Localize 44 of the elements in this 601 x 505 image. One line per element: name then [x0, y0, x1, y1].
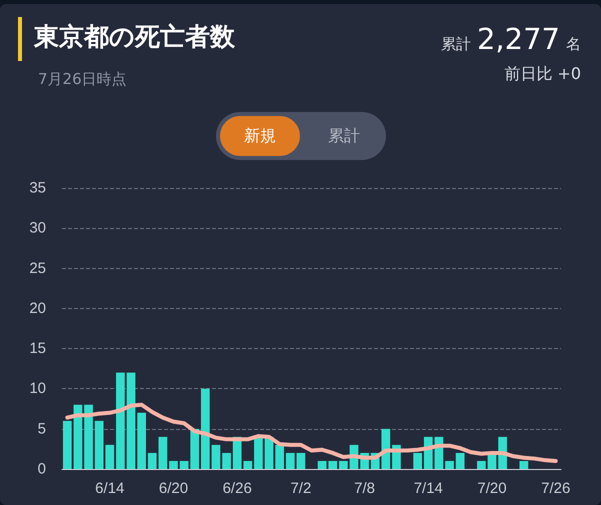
- bar: [200, 388, 210, 469]
- toggle-switch: 新規 累計: [216, 112, 386, 160]
- bar: [286, 452, 295, 469]
- bar: [148, 452, 157, 469]
- bar: [275, 444, 284, 469]
- bar: [126, 372, 136, 469]
- bar: [116, 372, 125, 469]
- text: 名: [566, 35, 581, 53]
- x-tick-label: 6/26: [222, 480, 252, 497]
- bar: [328, 460, 338, 469]
- y-tick-label: 15: [29, 340, 46, 358]
- x-tick-label: 7/26: [541, 480, 570, 497]
- x-tick-label: 6/20: [158, 480, 188, 497]
- bar: [158, 436, 168, 469]
- bar: [456, 452, 464, 469]
- line-series: [65, 402, 558, 463]
- y-tick-label: 10: [29, 380, 46, 398]
- bar: [318, 460, 326, 469]
- chart-title: 東京都の死亡者数: [34, 21, 235, 53]
- text: 前日比 +0: [504, 64, 581, 85]
- y-tick-label: 5: [38, 420, 46, 438]
- bar: [339, 460, 348, 469]
- y-tick-label: 0: [38, 460, 46, 478]
- y-tick-label: 20: [29, 300, 46, 317]
- x-tick-label: 6/14: [95, 480, 124, 497]
- bar: [137, 412, 146, 469]
- y-tick-label: 35: [29, 180, 46, 196]
- bar: [105, 444, 114, 469]
- x-tick-label: 7/2: [290, 480, 312, 497]
- y-tick-label: 25: [29, 260, 46, 277]
- text: 2,277: [476, 22, 560, 56]
- x-tick-label: 7/8: [354, 480, 376, 497]
- bar: [243, 460, 252, 469]
- y-tick-label: 30: [29, 220, 46, 237]
- bar: [413, 452, 422, 469]
- chart-subtitle: 7月26日時点: [38, 70, 127, 89]
- x-tick-label: 7/20: [477, 480, 507, 497]
- x-tick-label: 7/14: [414, 480, 443, 497]
- bar: [62, 420, 72, 469]
- bar: [477, 460, 486, 469]
- bar: [94, 420, 104, 469]
- bar: [296, 452, 306, 469]
- bar: [519, 460, 528, 469]
- text: 累計: [440, 35, 471, 53]
